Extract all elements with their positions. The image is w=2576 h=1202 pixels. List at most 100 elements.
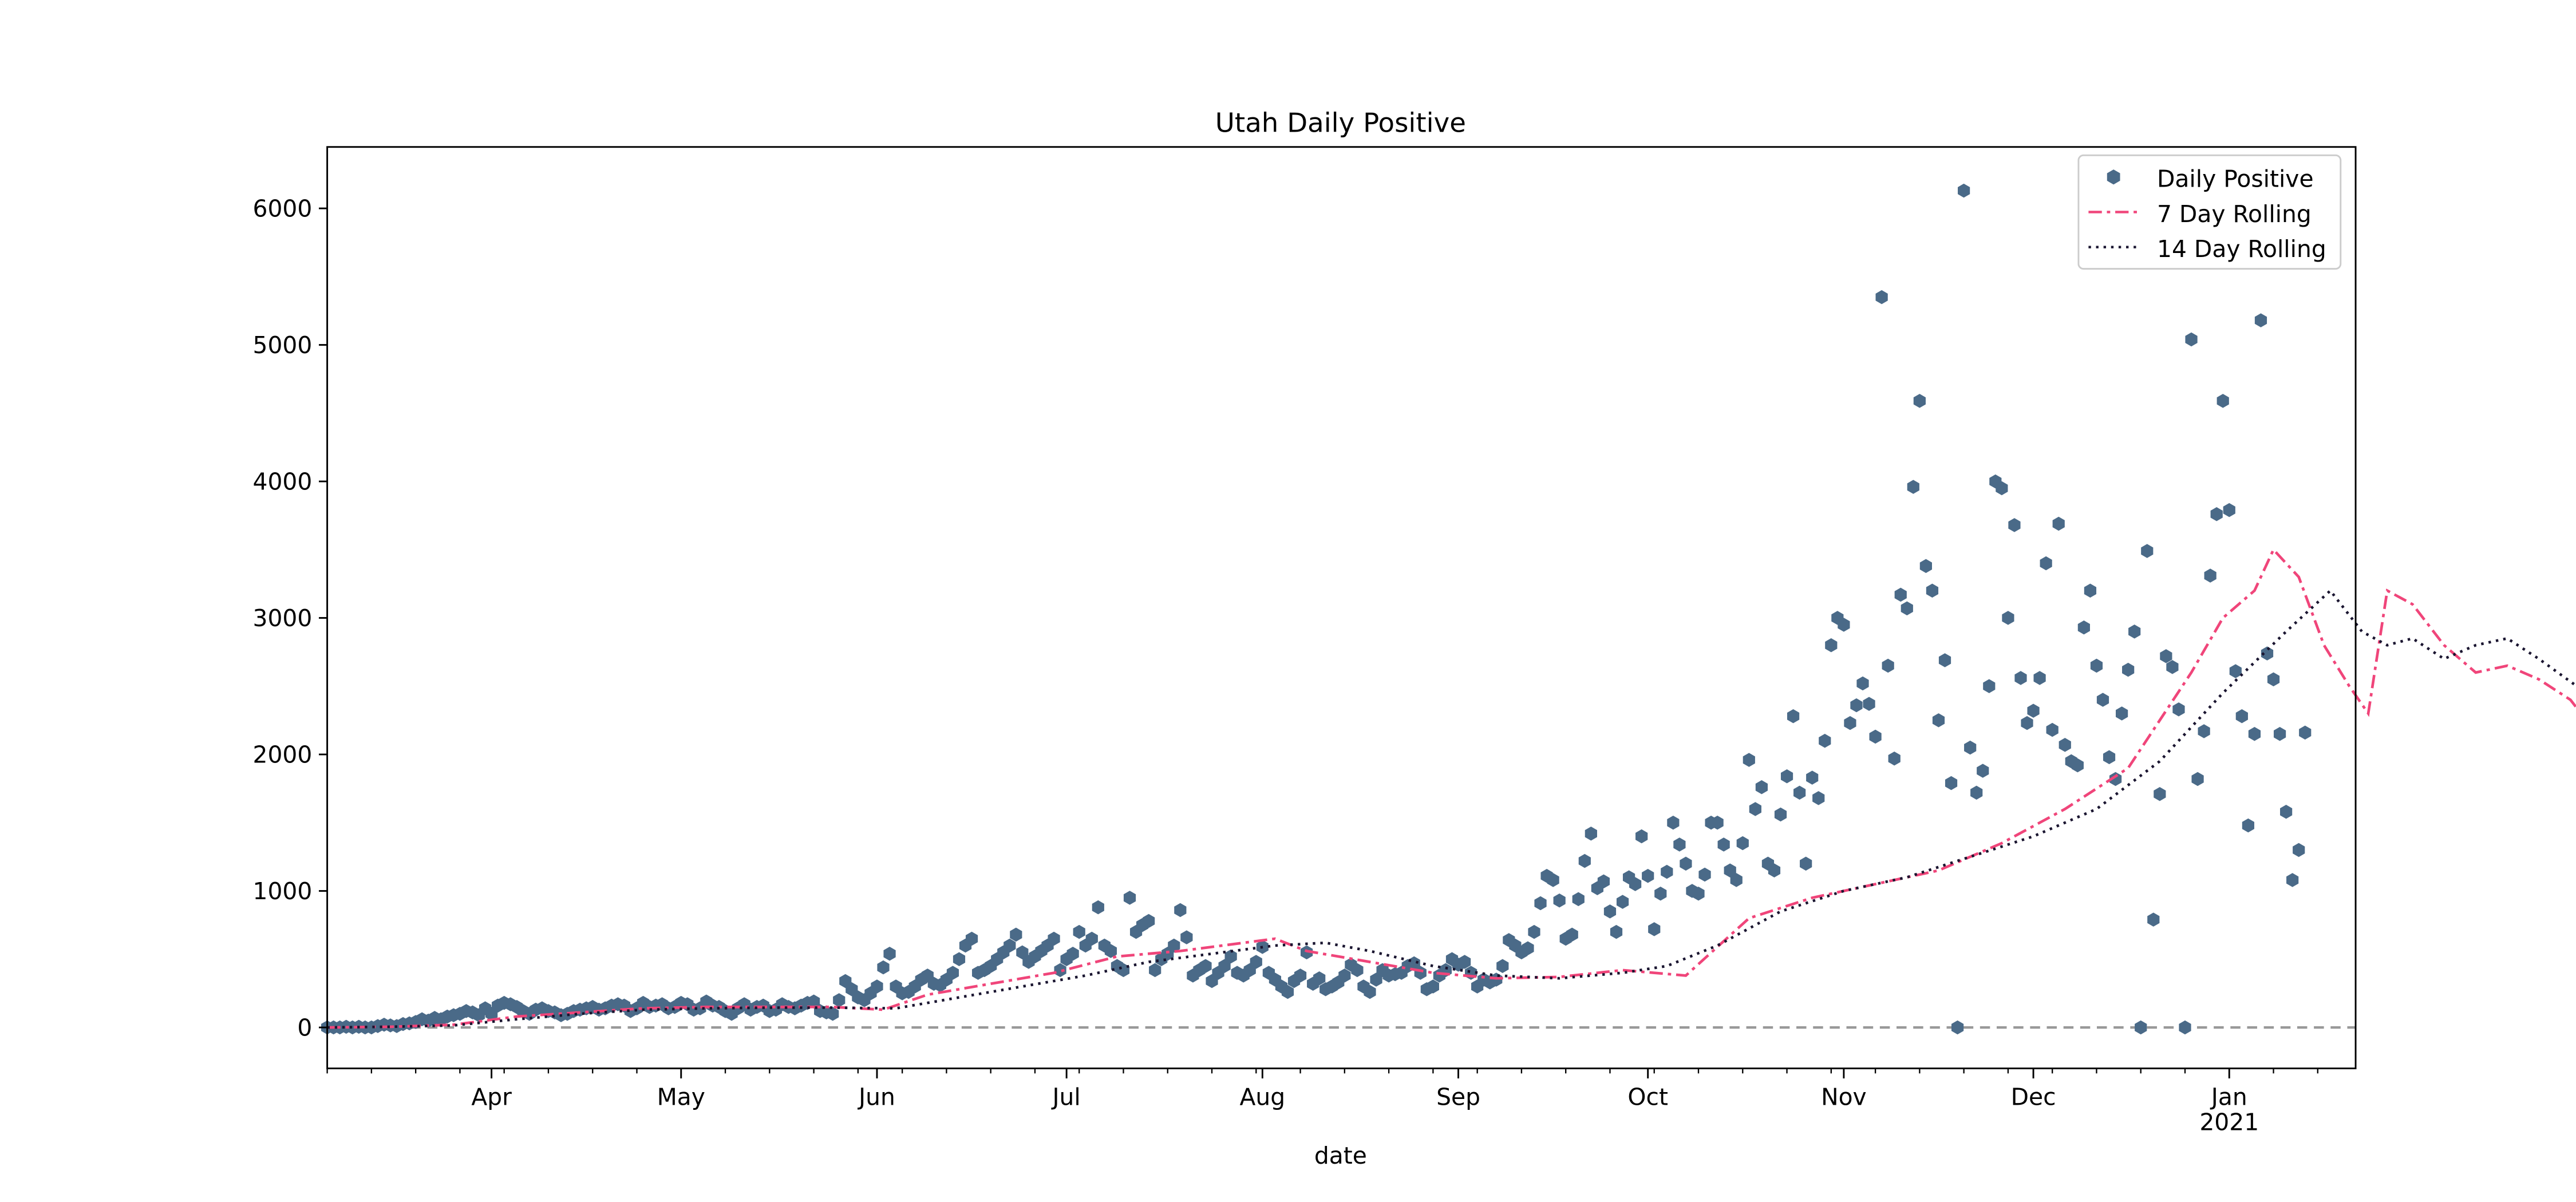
y-tick-label: 2000 xyxy=(252,741,312,769)
daily-positive-point xyxy=(2267,672,2280,687)
y-tick-label: 1000 xyxy=(252,877,312,905)
daily-positive-point xyxy=(1806,770,1819,785)
daily-positive-point xyxy=(1300,945,1313,960)
daily-positive-point xyxy=(1578,853,1591,868)
x-tick-label: Jan xyxy=(2210,1084,2247,1111)
daily-positive-point xyxy=(965,931,978,946)
daily-positive-point xyxy=(1224,949,1237,964)
daily-positive-point xyxy=(833,993,846,1007)
x-tick-label: Oct xyxy=(1627,1084,1668,1111)
daily-positive-point xyxy=(1970,785,1983,800)
daily-positive-point xyxy=(1168,938,1180,953)
x-tick-label: May xyxy=(657,1084,705,1111)
daily-positive-point xyxy=(1534,896,1547,911)
daily-positive-point xyxy=(2141,544,2154,558)
daily-positive-point xyxy=(1692,887,1705,901)
daily-positive-point xyxy=(1635,829,1648,844)
daily-positive-point xyxy=(2147,912,2160,927)
daily-positive-point xyxy=(2254,313,2267,327)
daily-positive-point xyxy=(2299,725,2312,740)
x-tick-sublabel: 2021 xyxy=(2199,1108,2259,1136)
daily-positive-point xyxy=(1774,807,1787,822)
x-tick-label: Jun xyxy=(857,1084,895,1111)
daily-positive-point xyxy=(2261,646,2274,661)
daily-positive-point xyxy=(1907,480,1919,494)
daily-positive-point xyxy=(1825,638,1838,653)
daily-positive-point xyxy=(1736,836,1749,851)
daily-positive-point xyxy=(1812,791,1825,805)
daily-positive-point xyxy=(1648,922,1661,936)
daily-positive-point xyxy=(2223,503,2235,517)
daily-positive-point xyxy=(2210,507,2223,521)
daily-positive-point xyxy=(1427,979,1439,994)
daily-positive-point xyxy=(1585,827,1597,841)
legend-14-day-rolling-label: 14 Day Rolling xyxy=(2157,235,2326,263)
daily-positive-point xyxy=(2071,758,2084,773)
daily-positive-point xyxy=(1882,658,1894,673)
daily-positive-point xyxy=(2002,611,2014,625)
daily-positive-point xyxy=(1730,873,1743,887)
daily-positive-point xyxy=(1104,944,1117,958)
daily-positive-point xyxy=(1888,751,1901,766)
daily-positive-point xyxy=(1003,938,1016,953)
daily-positive-point xyxy=(2293,843,2305,857)
daily-positive-point xyxy=(2166,660,2179,674)
daily-positive-point xyxy=(2128,624,2141,639)
daily-positive-point xyxy=(2109,772,2122,786)
daily-positive-point xyxy=(871,979,883,994)
seven-day-rolling-line xyxy=(327,547,2576,1029)
y-tick-label: 3000 xyxy=(252,604,312,632)
daily-positive-point xyxy=(1780,769,1793,784)
daily-positive-point xyxy=(2160,649,2172,663)
daily-positive-point xyxy=(1844,715,1856,730)
daily-positive-point xyxy=(2242,818,2254,833)
daily-positive-point xyxy=(1547,873,1559,887)
daily-positive-point xyxy=(2229,664,2242,678)
daily-positive-point xyxy=(1066,947,1079,961)
daily-positive-point xyxy=(2191,772,2204,786)
daily-positive-point xyxy=(1364,984,1376,999)
daily-positive-point xyxy=(1654,887,1667,901)
y-tick-label: 0 xyxy=(297,1014,312,1042)
daily-positive-point xyxy=(1819,733,1831,748)
daily-positive-point xyxy=(1711,816,1724,830)
daily-positive-point xyxy=(807,994,820,1009)
daily-positive-point xyxy=(2154,786,2166,801)
daily-positive-point xyxy=(1174,903,1187,918)
legend: Daily Positive 7 Day Rolling 14 Day Roll… xyxy=(2077,154,2342,270)
daily-positive-point xyxy=(1869,729,1882,744)
daily-positive-point xyxy=(2204,568,2217,583)
daily-positive-point xyxy=(1610,924,1623,939)
daily-positive-point xyxy=(1123,891,1136,905)
daily-positive-point xyxy=(1951,1020,1964,1035)
daily-positive-point xyxy=(2046,722,2059,737)
daily-positive-point xyxy=(1938,653,1951,667)
daily-positive-point xyxy=(2116,706,2128,721)
daily-positive-point xyxy=(1964,740,1977,755)
daily-positive-point xyxy=(2103,750,2116,765)
daily-positive-point xyxy=(1661,864,1673,879)
daily-positive-point xyxy=(2027,703,2040,718)
daily-positive-markers xyxy=(321,183,2312,1035)
daily-positive-point xyxy=(1597,874,1610,889)
daily-positive-point xyxy=(1977,764,1989,778)
daily-positive-point xyxy=(1926,583,1939,598)
daily-positive-point xyxy=(1572,892,1585,907)
daily-positive-point xyxy=(1338,968,1351,983)
daily-positive-point xyxy=(2084,583,2097,598)
daily-positive-point xyxy=(1496,959,1509,973)
daily-positive-point xyxy=(1667,816,1680,830)
rolling-lines xyxy=(327,547,2576,1029)
y-tick-label: 5000 xyxy=(252,331,312,359)
daily-positive-point xyxy=(1016,945,1029,960)
daily-positive-point xyxy=(1250,955,1262,969)
daily-positive-point xyxy=(1642,869,1654,883)
daily-positive-point xyxy=(1894,587,1907,602)
daily-positive-point xyxy=(2052,516,2065,531)
daily-positive-point xyxy=(1294,968,1307,983)
daily-positive-point xyxy=(1901,601,1913,616)
daily-positive-point xyxy=(2077,620,2090,635)
daily-positive-point xyxy=(1863,697,1875,711)
daily-positive-point xyxy=(2059,738,2071,752)
daily-positive-point xyxy=(1793,785,1806,800)
